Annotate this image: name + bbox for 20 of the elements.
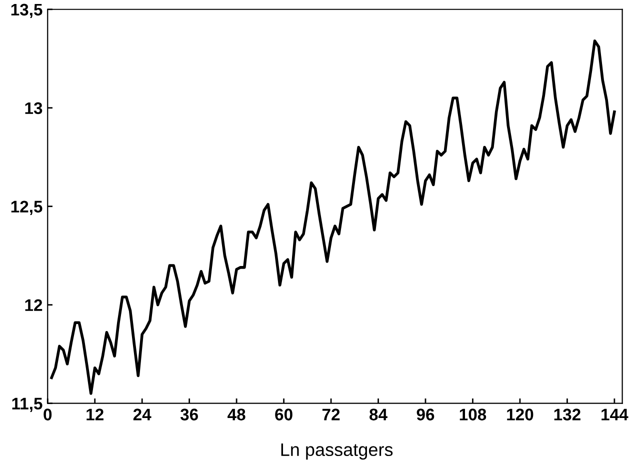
x-tick-label: 12: [86, 408, 104, 420]
x-tick-label: 0: [44, 408, 52, 420]
x-tick-label: 84: [370, 408, 388, 420]
line-series: [50, 40, 616, 395]
y-tick-label: 12,5: [11, 200, 42, 215]
x-tick-label: 96: [416, 408, 434, 420]
y-tick-label: 12: [25, 299, 42, 311]
x-tick-label: 60: [275, 408, 292, 420]
x-tick-label: 48: [228, 408, 246, 420]
y-tick-label: 13: [25, 102, 42, 114]
x-axis-title: Ln passatgers: [281, 443, 393, 460]
x-tick-label: 144: [602, 408, 628, 420]
y-tick-label: 13,5: [11, 4, 42, 18]
x-tick-label: 24: [133, 408, 152, 420]
x-tick-label: 36: [180, 408, 198, 420]
x-tick-label: 72: [322, 408, 340, 420]
x-tick-label: 120: [507, 408, 534, 420]
x-tick-label: 108: [460, 408, 486, 420]
y-tick-label: 11,5: [12, 398, 42, 412]
x-tick-label: 132: [554, 408, 580, 420]
